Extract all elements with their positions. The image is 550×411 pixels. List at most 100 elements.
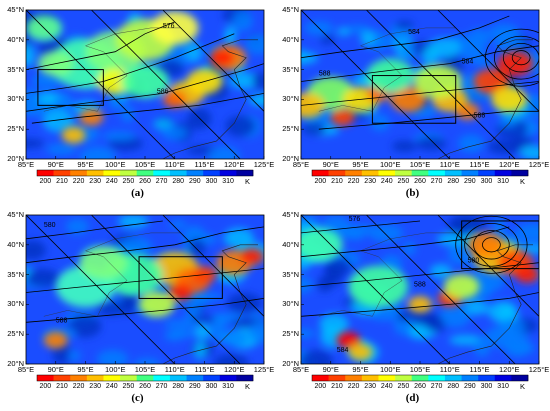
study-region-box [138,256,223,299]
colorbar-segment [219,375,237,381]
contour-label: 588 [414,282,426,289]
colorbar-segment [494,170,512,176]
colorbar-tick-label: 310 [497,178,509,185]
cloud-blob [330,108,355,126]
swath-lines [301,215,539,364]
lon-label: 95°E [352,365,369,374]
swath-line [26,215,176,364]
colorbar-tick-label: 200 [39,178,52,185]
lat-label: 35°N [7,269,24,279]
contour-line [26,298,264,323]
colorbar-segment [186,375,204,381]
colorbar-segment [37,375,54,381]
swath-line [366,215,516,364]
boundary-line [43,27,181,112]
swath-line [91,10,241,159]
low-pressure-ring [493,35,539,80]
contour-label: 580 [468,258,480,265]
colorbar-tick-label: 300 [205,178,218,185]
lon-label: 95°E [77,160,94,169]
swath-line [162,215,264,317]
swath-line [437,215,539,317]
colorbar-tick-label: 290 [189,383,201,390]
colorbar-segment [86,170,104,176]
boundary-line [318,27,456,112]
colorbar-tick-label: 210 [331,383,343,390]
panel-a: 576 586 45°N 40°N 35°N 30°N 25°N 20°N 85°E 90°E 95… [0,0,275,205]
convective-cloud-blobs [26,11,247,144]
colorbar-segment [103,170,121,176]
colorbar-segment [511,170,529,176]
lon-label: 110°E [439,365,460,374]
lon-label: 110°E [439,160,460,169]
colorbar-segment [411,375,429,381]
lon-label: 105°E [409,160,431,169]
lon-label: 120°E [223,365,245,374]
colorbar-tick-label: 240 [105,178,118,185]
lon-label: 90°E [47,160,64,169]
panel-label: (b) [405,187,420,199]
contour-label: 576 [349,216,361,223]
colorbar-segment [494,375,512,381]
lon-label: 100°E [379,365,401,374]
swath-line [162,10,264,112]
study-region-box [371,75,457,124]
lat-label: 30°N [7,299,24,309]
contour-label: 584 [462,59,474,66]
lon-label: 85°E [292,365,310,374]
colorbar-tick-label: 210 [56,178,68,185]
contour-label: 584 [408,29,420,36]
map-svg: 584 588 584 588 [300,9,540,177]
colorbar-tick-label: 300 [480,383,493,390]
colorbar-segment [153,375,171,381]
colorbar-tick-label: 200 [314,178,327,185]
colorbar-tick-label: 210 [56,383,68,390]
contour-line [26,33,235,94]
contour-label: 576 [163,23,175,30]
colorbar-segment [345,170,363,176]
colorbar-tick-label: 250 [397,178,410,185]
colorbar-tick-label: 260 [139,383,151,390]
colorbar-unit: K [520,382,526,391]
cloud-blob [43,331,68,349]
cloud-blob [467,232,504,258]
lon-label: 125°E [253,365,275,374]
colorbar-segment [428,375,446,381]
panel-d: 576 580 588 584 45°N 40°N 35°N 30°N 25°N 20°N 85°E… [275,205,550,410]
colorbar-segment [219,170,237,176]
colorbar-tick-label: 310 [222,383,234,390]
colorbar-segment [153,170,171,176]
cloud-blob [162,91,187,108]
lon-label: 105°E [134,365,156,374]
lat-label: 40°N [282,34,299,44]
cloud-blob [121,64,169,99]
colorbar-segment [444,375,462,381]
panel-label: (a) [131,187,144,199]
contour-line [26,220,163,240]
cloud-blob [210,49,235,67]
colorbar-tick-label: 260 [139,178,151,185]
contour-line [318,110,539,130]
swath-lines [26,215,264,364]
lat-label: 25°N [7,124,24,134]
boundary-line [318,232,456,317]
colorbar-tick-label: 310 [222,178,234,185]
colorbar-tick-label: 210 [331,178,343,185]
lon-label: 115°E [194,365,215,374]
low-pressure-ring [455,215,528,274]
lat-label: 40°N [7,239,24,249]
colorbar-segment [328,170,346,176]
colorbar-tick-label: 240 [380,178,393,185]
colorbar-tick-label: 230 [89,383,101,390]
lat-label: 40°N [7,34,24,44]
cloud-blob [473,69,510,95]
colorbar-segment [345,375,363,381]
colorbar-segment [312,375,329,381]
colorbar-tick-label: 200 [314,383,327,390]
lon-label: 100°E [104,160,126,169]
colorbar-tick-label: 240 [380,383,393,390]
colorbar-unit: K [245,177,251,186]
lon-label: 90°E [322,365,339,374]
colorbar-frame [311,169,529,177]
colorbar-tick-label: 220 [72,383,85,390]
